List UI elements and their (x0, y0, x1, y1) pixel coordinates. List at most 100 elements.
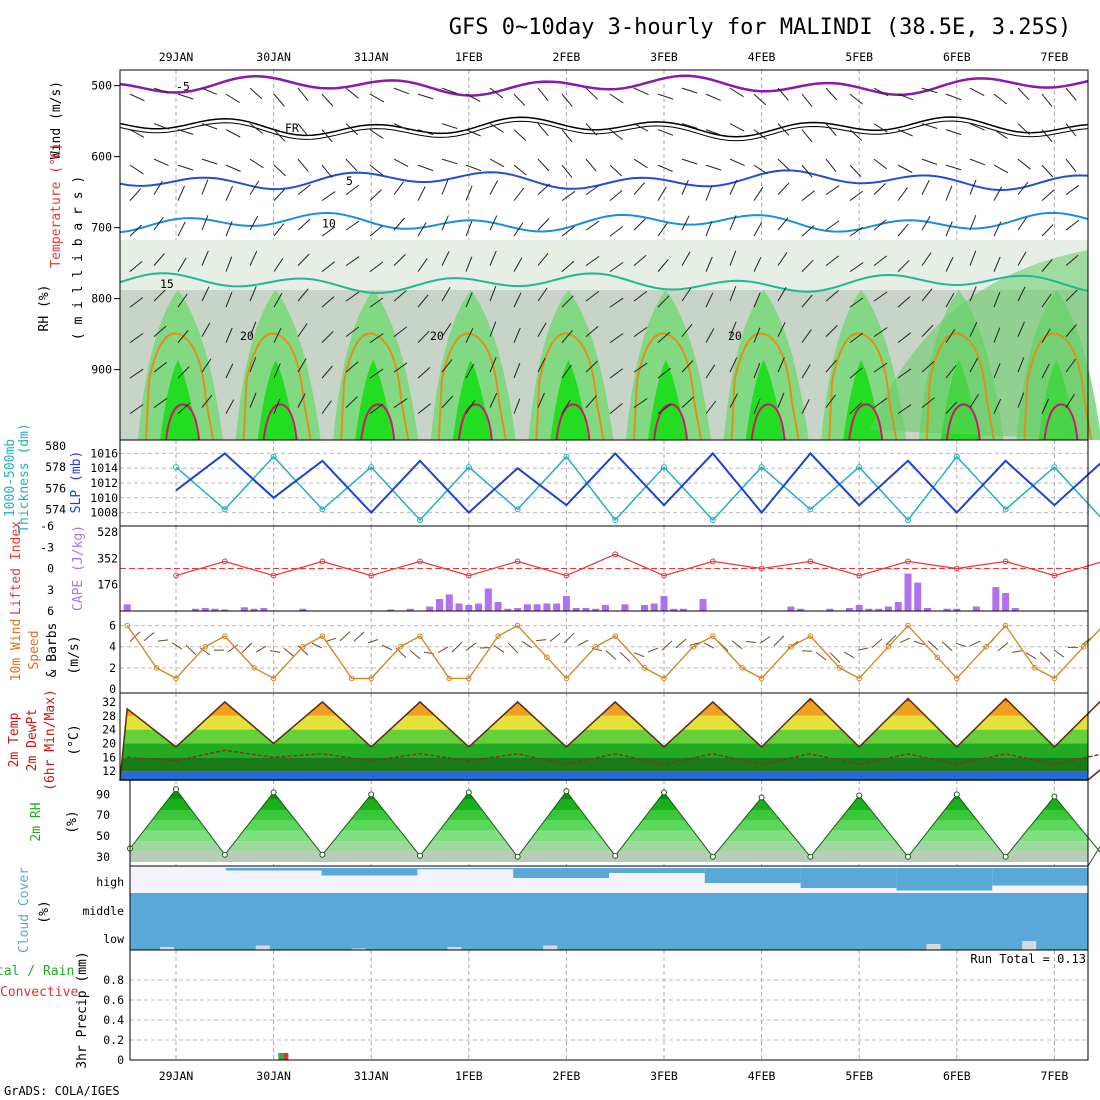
wind10-point (934, 654, 941, 661)
wind-barb (657, 93, 674, 100)
wind-barb (321, 226, 336, 237)
wind-barb (177, 366, 190, 379)
wind-barb (465, 93, 481, 102)
cloud-low-bar (926, 944, 941, 950)
wind-barb (825, 290, 839, 302)
wind-barb (1017, 216, 1028, 231)
wind-barb (513, 327, 521, 343)
wind-barb (225, 129, 241, 138)
rh-band (130, 810, 1088, 821)
wind-barb (609, 129, 623, 140)
precip-label-3: 3hr Precip (mm) (75, 951, 90, 1068)
wind-barb (201, 123, 218, 130)
date-label-top: 29JAN (159, 50, 194, 64)
date-label-bottom: 6FEB (943, 1069, 971, 1083)
wind10-barb (857, 647, 869, 651)
lifted-index-point (368, 572, 375, 579)
date-label-bottom: 30JAN (256, 1069, 291, 1083)
wind-barb (633, 123, 649, 132)
wind-barb (321, 296, 335, 308)
cape-bar (523, 604, 531, 611)
thickness-point (270, 453, 277, 460)
cape-bar (621, 604, 629, 611)
wind10-barb (927, 640, 939, 651)
wind-barb (681, 179, 689, 195)
wind-barb (129, 164, 144, 175)
date-label-bottom: 2FEB (553, 1069, 581, 1083)
wind10-point (319, 633, 326, 639)
wind-barb (417, 129, 434, 136)
wind10-point (348, 675, 355, 682)
cape-bar (855, 605, 863, 611)
rh-area-east (870, 250, 1088, 440)
wind-barb (225, 221, 233, 237)
wind-barb (873, 397, 888, 409)
temp-band (120, 715, 1088, 730)
wind-barb (537, 218, 550, 231)
wind-barb (345, 184, 360, 196)
wind-barb (225, 292, 233, 308)
cloud-low-bar (255, 945, 270, 950)
wind-barb (129, 260, 143, 273)
rh-point (661, 789, 667, 796)
wind10-point (710, 633, 716, 639)
wind-barb (441, 395, 454, 408)
wind-barb (465, 221, 473, 237)
rh-point (270, 789, 277, 796)
temp-base-band (120, 771, 1088, 780)
wind-barb (249, 392, 257, 408)
isotherm-25-arch (653, 403, 688, 441)
thickness-point (709, 517, 716, 523)
wind-barb (513, 164, 527, 176)
wind-barb (441, 179, 449, 195)
wind-barb (801, 129, 813, 143)
wind-barb (945, 185, 953, 201)
wind-barb (345, 256, 360, 267)
cape-tick: 352 (97, 551, 118, 565)
wind-barb (585, 395, 597, 408)
cape-bar (445, 594, 453, 611)
wind10-barb (185, 644, 197, 656)
cape-bar (943, 608, 951, 611)
wind-barb (609, 226, 624, 237)
rh-point (612, 852, 619, 859)
wind-barb (1065, 158, 1077, 172)
wind-barb (153, 289, 166, 302)
cape-bar (406, 608, 414, 611)
lifted-index-point (173, 572, 179, 579)
lifted-index-point (1051, 572, 1058, 579)
wind-barb (873, 362, 888, 373)
temp-tick: 32 (102, 695, 116, 709)
isotherm-25-arch (1043, 403, 1079, 441)
wind-barb (489, 250, 497, 266)
isotherm-20-arch (633, 332, 702, 441)
wind-barb (753, 164, 768, 175)
cape-bar (221, 609, 229, 611)
wind-barb (729, 393, 739, 408)
slp-tick: 1008 (90, 506, 118, 520)
wind-barb (273, 223, 285, 237)
wind10-barb (521, 640, 533, 649)
rh-band (130, 830, 1088, 842)
wind10-point (251, 665, 257, 671)
wind10-point (417, 633, 423, 639)
wind10-barb (437, 646, 449, 654)
wind-barb (849, 190, 864, 202)
wind-barb (993, 327, 1001, 343)
rh2m-label-1: 2m RH (29, 802, 44, 841)
wind-barb (705, 93, 721, 101)
wind-barb (441, 87, 458, 94)
isotherm-label: 15 (160, 277, 174, 291)
wind-barb (801, 93, 813, 107)
wind10-point (495, 633, 501, 639)
wind-barb (273, 93, 285, 107)
wind-barb (825, 359, 837, 373)
rh-point (1002, 853, 1009, 860)
cape-bar (914, 582, 922, 611)
wind-barb (1065, 358, 1076, 373)
wind-barb (777, 217, 789, 231)
wind-barb (297, 184, 311, 196)
wind10-point (466, 675, 472, 682)
panel-frame (129, 949, 1089, 1061)
wind-barb (729, 179, 738, 195)
